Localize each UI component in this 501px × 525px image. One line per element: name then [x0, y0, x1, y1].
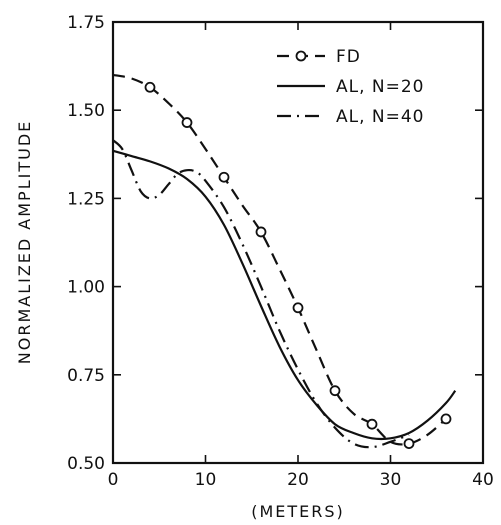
y-axis-title: NORMALIZED AMPLITUDE [15, 120, 34, 364]
data-series [112, 73, 457, 449]
y-tick-label: 1.25 [67, 189, 105, 209]
series-marker [181, 117, 193, 128]
legend-label: AL, N=40 [336, 107, 425, 127]
plot-frame [111, 20, 485, 465]
series-marker [255, 226, 267, 238]
legend-marker [295, 50, 307, 62]
series-marker [292, 302, 304, 314]
y-tick-label: 1.75 [67, 13, 105, 33]
x-tick-label: 10 [195, 470, 217, 490]
x-tick-label: 40 [472, 470, 494, 490]
y-tick-label: 1.50 [67, 101, 105, 121]
y-tick-label: 1.00 [67, 278, 105, 298]
series-marker [366, 418, 378, 430]
legend-label: AL, N=20 [336, 77, 425, 97]
x-tick-label: 0 [108, 470, 119, 490]
y-tick-label: 0.75 [67, 366, 105, 386]
x-tick-label: 20 [287, 470, 309, 490]
y-tick-label: 0.50 [67, 454, 105, 474]
x-tick-label: 30 [380, 470, 402, 490]
series-marker [144, 81, 156, 93]
series-line-2 [112, 149, 457, 441]
series-marker [218, 171, 230, 183]
series-marker [440, 413, 452, 425]
axis-ticks: 0 10 20 30 40 0.50 0.75 1.00 1.25 1.50 1.75 [67, 13, 494, 490]
series-line-3 [112, 139, 410, 449]
x-axis-title: (METERS) [251, 502, 345, 521]
legend-label: FD [336, 47, 361, 67]
series-marker [403, 438, 415, 449]
series-line-1 [112, 73, 447, 446]
series-marker [329, 385, 341, 397]
legend: FD AL, N=20 AL, N=40 [277, 47, 425, 127]
